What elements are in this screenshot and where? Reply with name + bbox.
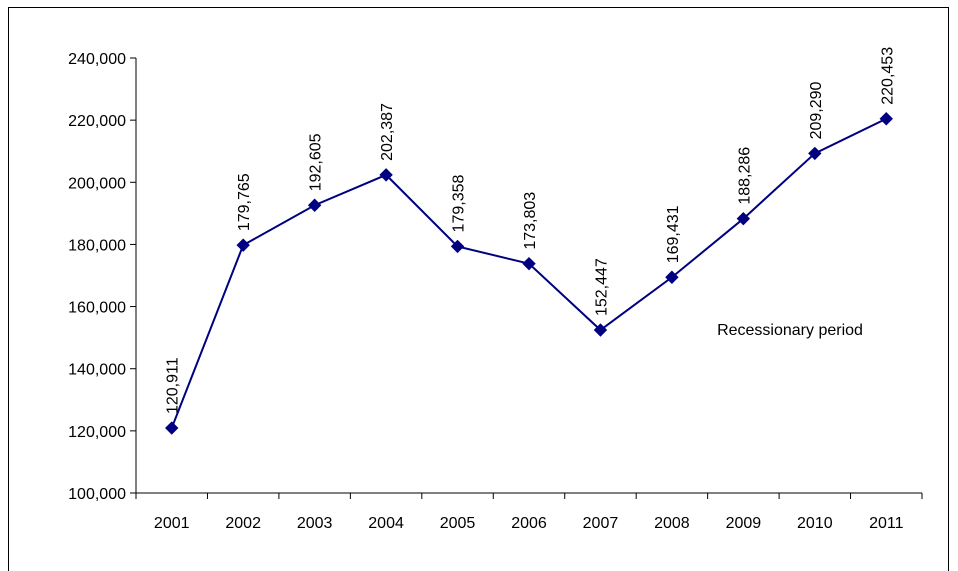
data-point-marker	[665, 270, 679, 284]
data-point-marker	[165, 421, 179, 435]
x-tick-label: 2001	[154, 515, 190, 532]
data-label: 188,286	[736, 147, 753, 205]
y-tick-label: 200,000	[68, 175, 126, 192]
x-tick-label: 2011	[869, 515, 904, 532]
data-label: 179,765	[236, 173, 253, 231]
data-label: 192,605	[308, 133, 325, 191]
data-label: 173,803	[522, 192, 539, 250]
data-point-marker	[593, 323, 608, 337]
chart-frame	[8, 7, 949, 571]
x-tick-label: 2006	[511, 515, 547, 532]
series-line	[170, 117, 887, 429]
data-point-marker	[236, 238, 250, 252]
y-tick-label: 140,000	[68, 362, 126, 379]
x-tick-label: 2003	[297, 515, 333, 532]
y-tick-label: 120,000	[68, 424, 126, 441]
data-point-marker	[522, 256, 536, 271]
data-label: 179,358	[451, 174, 468, 232]
data-labels: 120,911 179,765 192,605 202,387 179,358 173,8…	[165, 47, 897, 414]
data-label: 120,911	[165, 357, 182, 414]
data-point-marker	[808, 146, 822, 161]
y-tick-label: 160,000	[68, 300, 126, 317]
data-label: 152,447	[593, 258, 610, 316]
x-tick-label: 2004	[368, 515, 404, 532]
y-tick-label: 240,000	[68, 51, 126, 68]
annotation-recessionary-period: Recessionary period	[717, 322, 863, 339]
axes	[130, 57, 923, 499]
data-point-marker	[450, 239, 465, 254]
x-tick-label: 2007	[583, 515, 619, 532]
x-tick-label: 2010	[797, 515, 833, 532]
data-label: 202,387	[379, 103, 396, 161]
x-tick-label: 2009	[726, 515, 762, 532]
data-point-marker	[379, 168, 393, 182]
data-label: 169,431	[665, 205, 682, 263]
x-tick-label: 2005	[440, 515, 476, 532]
data-label: 220,453	[879, 47, 896, 105]
y-tick-label: 180,000	[68, 237, 126, 254]
x-tick-label: 2008	[654, 515, 690, 532]
series	[165, 112, 893, 435]
data-point-marker	[879, 112, 893, 126]
data-label: 209,290	[808, 81, 825, 139]
x-tick-label: 2002	[225, 515, 261, 532]
data-point-marker	[307, 198, 322, 212]
y-tick-label: 100,000	[68, 486, 126, 503]
tick-labels: 100,000 120,000 140,000 160,000 180,000 200,0…	[68, 51, 903, 532]
data-point-marker	[736, 211, 751, 226]
y-tick-label: 220,000	[68, 113, 126, 130]
